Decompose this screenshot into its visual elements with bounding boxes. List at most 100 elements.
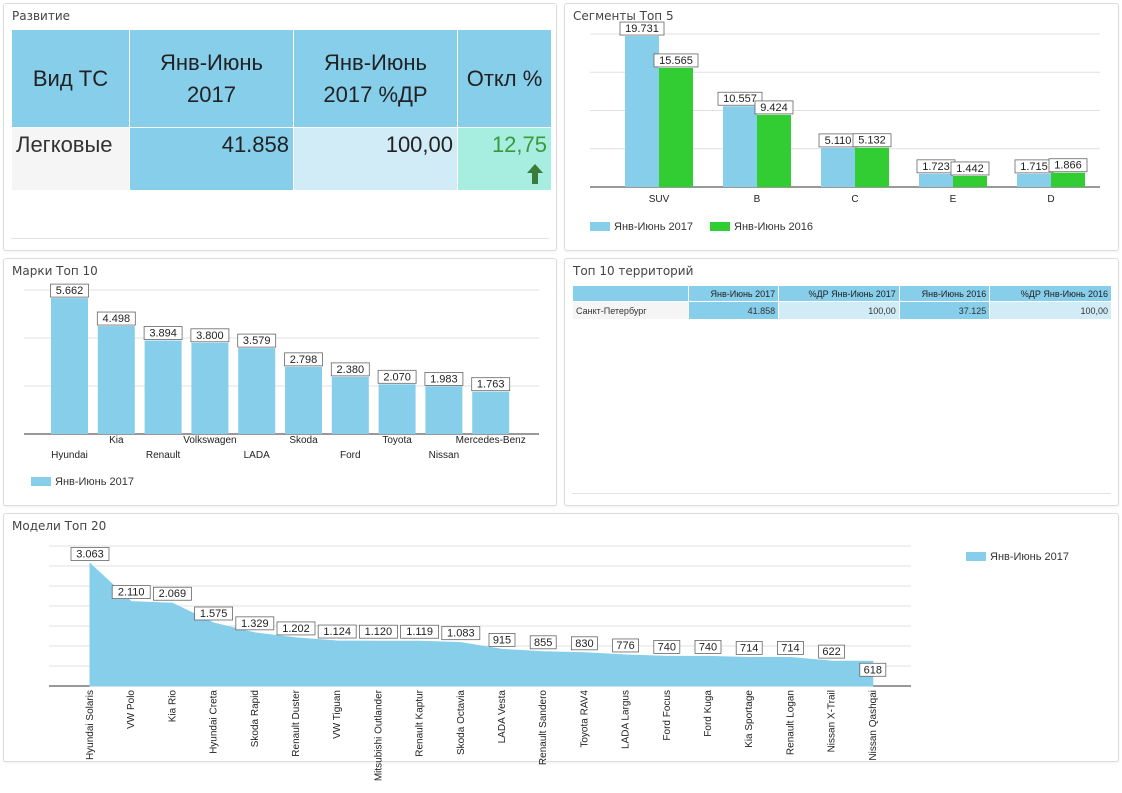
brand-value-label-box [143, 326, 183, 340]
brand-category-label: Hyundai [51, 450, 88, 461]
segment-category-label: E [950, 194, 957, 205]
model-category-label: Renault Duster [291, 689, 302, 756]
header-vehicle-type: Вид ТС [11, 29, 130, 128]
segment-category-label: B [754, 194, 761, 205]
segment-bar [625, 36, 659, 188]
model-category-label: Nissan X-Trail [827, 690, 838, 752]
model-value-label-box [612, 638, 639, 653]
segment-value-label-box [619, 21, 665, 36]
brand-value-label-box [377, 369, 417, 384]
brand-category-label: Kia [109, 435, 124, 446]
brand-value-label-box [424, 372, 464, 386]
brand-bar [425, 386, 463, 434]
model-value-label-box [653, 640, 681, 654]
model-category-label: Renault Kaptur [415, 689, 426, 756]
segment-value-label: 19.731 [625, 23, 659, 35]
model-value-label-box [571, 636, 598, 651]
brand-category-label: Toyota [382, 435, 412, 446]
model-category-label: Hyundai Creta [209, 690, 220, 754]
model-category-label: VW Polo [126, 690, 137, 729]
development-data-row: Легковые 41.858 100,00 12,75 [11, 127, 552, 191]
brand-value-label-box [330, 362, 370, 377]
segment-value-label: 5.132 [858, 135, 886, 147]
brand-category-label: Nissan [429, 450, 460, 461]
segment-category-label: D [1047, 194, 1054, 205]
brand-bar [331, 376, 369, 434]
brand-value-label: 3.894 [149, 328, 177, 340]
segment-bar [659, 67, 693, 187]
model-value-label-box [488, 633, 516, 647]
model-value-label: 2.110 [118, 587, 145, 599]
model-value-label: 740 [699, 641, 717, 653]
brand-bar [51, 298, 88, 434]
brand-value-label: 3.800 [196, 330, 224, 342]
development-header-row: Вид ТС Янв-Июнь 2017 Янв-Июнь 2017 %ДР О… [11, 29, 552, 128]
segment-value-label: 10.557 [723, 93, 757, 105]
territories-header-row: Янв-Июнь 2017 %ДР Янв-Июнь 2017 Янв-Июнь… [572, 285, 1112, 302]
model-category-label: Renault Logan [785, 690, 796, 755]
model-value-label-box [859, 662, 887, 677]
model-value-label-box [70, 547, 110, 561]
model-value-label: 3.063 [76, 548, 104, 560]
model-category-label: Ford Focus [662, 690, 673, 741]
brand-value-label: 2.070 [383, 371, 411, 383]
model-value-label: 714 [781, 642, 799, 654]
segments-panel: Сегменты Топ 5 19.731 15.565 SUV 10.557 9.42… [564, 3, 1119, 251]
models-chart: 3.063 Hyundai Solaris 2.110 VW Polo 2.069 Kia… [49, 545, 1069, 781]
territories-header-name [572, 285, 689, 302]
deviation-value: 12,75 [491, 132, 547, 157]
model-value-label: 618 [864, 664, 882, 676]
model-value-label: 1.202 [282, 623, 310, 635]
segment-value-label: 5.110 [825, 135, 852, 147]
model-category-label: LADA Largus [621, 690, 632, 749]
legend-swatch [966, 552, 986, 561]
model-category-label: LADA Vesta [497, 690, 508, 744]
segment-category-label: SUV [649, 194, 670, 205]
model-value-label-box [152, 586, 192, 601]
legend-label: Янв-Июнь 2017 [614, 221, 693, 233]
segment-value-label: 1.442 [956, 163, 984, 175]
brand-value-label: 1.983 [430, 373, 458, 385]
segment-value-label: 1.866 [1054, 160, 1082, 172]
brand-category-label: Renault [146, 450, 181, 461]
territory-name: Санкт-Петербург [572, 301, 689, 320]
model-category-label: Hyundai Solaris [85, 690, 96, 760]
territories-table: Янв-Июнь 2017 %ДР Янв-Июнь 2017 Янв-Июнь… [572, 285, 1112, 320]
brand-value-label-box [237, 333, 277, 348]
model-value-label: 1.124 [323, 626, 351, 638]
model-value-label: 714 [740, 642, 758, 654]
model-category-label: Skoda Rapid [250, 690, 261, 747]
model-category-label: Ford Kuga [703, 690, 714, 737]
territory-pct-2016: 100,00 [989, 301, 1112, 320]
model-value-label: 830 [575, 638, 593, 650]
model-value-label: 1.329 [241, 618, 269, 630]
segment-category-label: C [851, 194, 858, 205]
legend-swatch [590, 222, 610, 231]
model-value-label: 776 [616, 640, 634, 652]
territory-value-2016: 37.125 [898, 301, 991, 320]
model-category-label: Skoda Octavia [456, 690, 467, 755]
brand-bar [472, 391, 510, 434]
segment-value-label: 9.424 [760, 102, 788, 114]
legend-label: Янв-Июнь 2017 [55, 476, 134, 488]
brands-chart: 5.662 Hyundai 4.498 Kia 3.894 Renault 3.800 Vol… [24, 283, 539, 488]
model-value-label-box [694, 640, 722, 654]
header-deviation: Откл % [457, 29, 552, 128]
model-value-label-box [735, 641, 763, 655]
model-value-label-box [194, 606, 234, 621]
cell-deviation: 12,75 [457, 127, 552, 191]
models-area [89, 562, 874, 687]
territories-title: Топ 10 территорий [573, 264, 694, 278]
arrow-up-icon [527, 164, 543, 184]
development-footer-rule [11, 238, 549, 239]
model-category-label: Nissan Qashqai [868, 690, 879, 761]
model-value-label-box [358, 624, 398, 639]
model-value-label: 1.083 [447, 628, 475, 640]
brand-value-label: 2.380 [337, 364, 365, 376]
model-category-label: Kia Sportage [744, 690, 755, 748]
segment-bar [723, 106, 757, 187]
segment-bar [855, 147, 889, 187]
header-jan-jun-2017-pct: Янв-Июнь 2017 %ДР [293, 29, 458, 128]
territories-footer-rule [572, 493, 1111, 494]
brand-category-label: Skoda [289, 435, 318, 446]
